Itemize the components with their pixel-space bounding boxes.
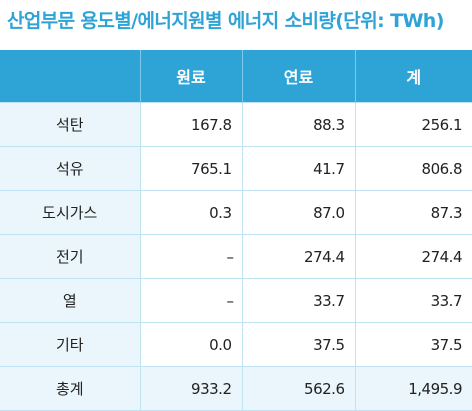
cell-fuel: 37.5 (242, 322, 356, 367)
cell-raw-material: 0.0 (140, 322, 243, 367)
table-header: 원료 연료 계 (0, 50, 472, 103)
row-label: 도시가스 (0, 190, 141, 235)
cell-raw-material: 167.8 (140, 102, 243, 147)
cell-total: 1,495.9 (355, 366, 472, 411)
cell-fuel: 562.6 (242, 366, 356, 411)
cell-fuel: 33.7 (242, 278, 356, 323)
cell-total: 806.8 (355, 146, 472, 191)
header-cell-empty (0, 50, 141, 103)
cell-raw-material: 933.2 (140, 366, 243, 411)
row-label: 전기 (0, 234, 141, 279)
cell-total: 256.1 (355, 102, 472, 147)
header-cell-raw-material: 원료 (140, 50, 243, 103)
cell-raw-material: 765.1 (140, 146, 243, 191)
table-row-total: 총계 933.2 562.6 1,495.9 (0, 366, 472, 411)
table-row: 도시가스 0.3 87.0 87.3 (0, 190, 472, 235)
cell-raw-material: – (140, 234, 243, 279)
header-cell-total: 계 (355, 50, 472, 103)
header-row: 원료 연료 계 (0, 50, 472, 103)
cell-total: 37.5 (355, 322, 472, 367)
cell-raw-material: – (140, 278, 243, 323)
table-row: 열 – 33.7 33.7 (0, 278, 472, 323)
row-label: 석유 (0, 146, 141, 191)
table-row: 석탄 167.8 88.3 256.1 (0, 102, 472, 147)
header-cell-fuel: 연료 (242, 50, 356, 103)
page-title: 산업부문 용도별/에너지원별 에너지 소비량(단위: TWh) (7, 10, 444, 32)
cell-total: 274.4 (355, 234, 472, 279)
table-row: 전기 – 274.4 274.4 (0, 234, 472, 279)
table-body: 석탄 167.8 88.3 256.1 석유 765.1 41.7 806.8 … (0, 102, 472, 411)
row-label: 열 (0, 278, 141, 323)
cell-fuel: 87.0 (242, 190, 356, 235)
cell-fuel: 274.4 (242, 234, 356, 279)
table-row: 석유 765.1 41.7 806.8 (0, 146, 472, 191)
cell-fuel: 41.7 (242, 146, 356, 191)
cell-raw-material: 0.3 (140, 190, 243, 235)
energy-table-container: 원료 연료 계 석탄 167.8 88.3 256.1 석유 765.1 41.… (0, 50, 472, 411)
cell-fuel: 88.3 (242, 102, 356, 147)
row-label: 기타 (0, 322, 141, 367)
row-label: 석탄 (0, 102, 141, 147)
energy-consumption-table: 원료 연료 계 석탄 167.8 88.3 256.1 석유 765.1 41.… (0, 50, 472, 411)
cell-total: 33.7 (355, 278, 472, 323)
table-row: 기타 0.0 37.5 37.5 (0, 322, 472, 367)
row-label: 총계 (0, 366, 141, 411)
cell-total: 87.3 (355, 190, 472, 235)
